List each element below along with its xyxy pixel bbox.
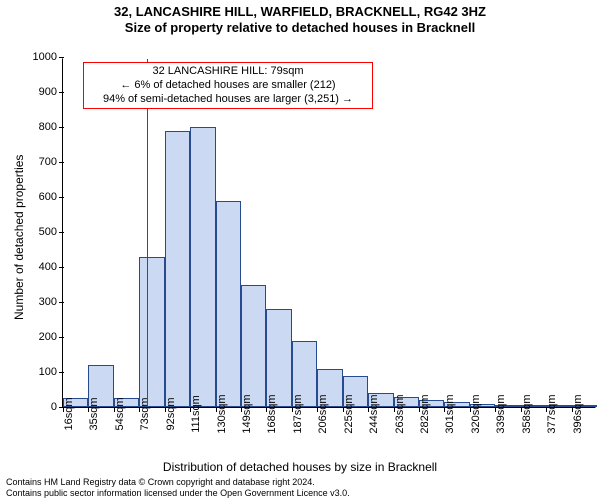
figure: 32, LANCASHIRE HILL, WARFIELD, BRACKNELL… <box>0 0 600 500</box>
x-tick-label: 168sqm <box>266 392 278 433</box>
annotation-line: ← 6% of detached houses are smaller (212… <box>90 79 366 93</box>
x-tick-label: 320sqm <box>470 392 482 433</box>
footer-line: Contains public sector information licen… <box>6 488 594 498</box>
y-tick-label: 100 <box>39 366 57 378</box>
subtitle: Size of property relative to detached ho… <box>0 19 600 35</box>
x-tick-label: 339sqm <box>495 392 507 433</box>
x-tick-label: 92sqm <box>165 395 177 430</box>
y-axis-label: Number of detached properties <box>12 155 26 320</box>
x-tick-label: 282sqm <box>419 392 431 433</box>
histogram-chart: 0100200300400500600700800900100016sqm35s… <box>62 58 596 408</box>
x-tick-label: 130sqm <box>216 392 228 433</box>
annotation-line: 94% of semi-detached houses are larger (… <box>90 93 366 107</box>
x-tick-label: 187sqm <box>292 392 304 433</box>
footer: Contains HM Land Registry data © Crown c… <box>6 477 594 498</box>
footer-line: Contains HM Land Registry data © Crown c… <box>6 477 594 487</box>
x-tick-label: 73sqm <box>139 395 151 430</box>
marker-line <box>147 59 148 407</box>
y-tick-label: 600 <box>39 191 57 203</box>
x-tick-label: 358sqm <box>521 392 533 433</box>
histogram-bar <box>190 127 215 407</box>
x-tick-label: 377sqm <box>546 392 558 433</box>
y-tick-label: 200 <box>39 331 57 343</box>
histogram-bar <box>139 257 164 408</box>
x-tick-label: 35sqm <box>88 395 100 430</box>
x-tick-label: 16sqm <box>63 395 75 430</box>
histogram-bar <box>165 131 190 408</box>
histogram-bar <box>216 201 241 408</box>
y-tick-label: 400 <box>39 261 57 273</box>
x-tick-label: 149sqm <box>241 392 253 433</box>
x-tick-label: 244sqm <box>368 392 380 433</box>
title: 32, LANCASHIRE HILL, WARFIELD, BRACKNELL… <box>0 0 600 19</box>
x-tick-label: 263sqm <box>394 392 406 433</box>
x-tick-label: 396sqm <box>572 392 584 433</box>
x-axis-label: Distribution of detached houses by size … <box>0 460 600 474</box>
y-tick-label: 500 <box>39 226 57 238</box>
y-tick-label: 700 <box>39 156 57 168</box>
y-tick-label: 0 <box>51 401 57 413</box>
y-tick-label: 800 <box>39 121 57 133</box>
histogram-bar <box>241 285 266 408</box>
annotation-box: 32 LANCASHIRE HILL: 79sqm← 6% of detache… <box>83 62 373 109</box>
x-tick-label: 301sqm <box>444 392 456 433</box>
y-tick-label: 300 <box>39 296 57 308</box>
annotation-line: 32 LANCASHIRE HILL: 79sqm <box>90 65 366 79</box>
x-tick-label: 225sqm <box>343 392 355 433</box>
x-tick-label: 111sqm <box>190 393 202 433</box>
y-tick-label: 1000 <box>33 51 57 63</box>
x-tick-label: 54sqm <box>114 395 126 430</box>
x-tick-label: 206sqm <box>317 392 329 433</box>
y-tick-label: 900 <box>39 86 57 98</box>
